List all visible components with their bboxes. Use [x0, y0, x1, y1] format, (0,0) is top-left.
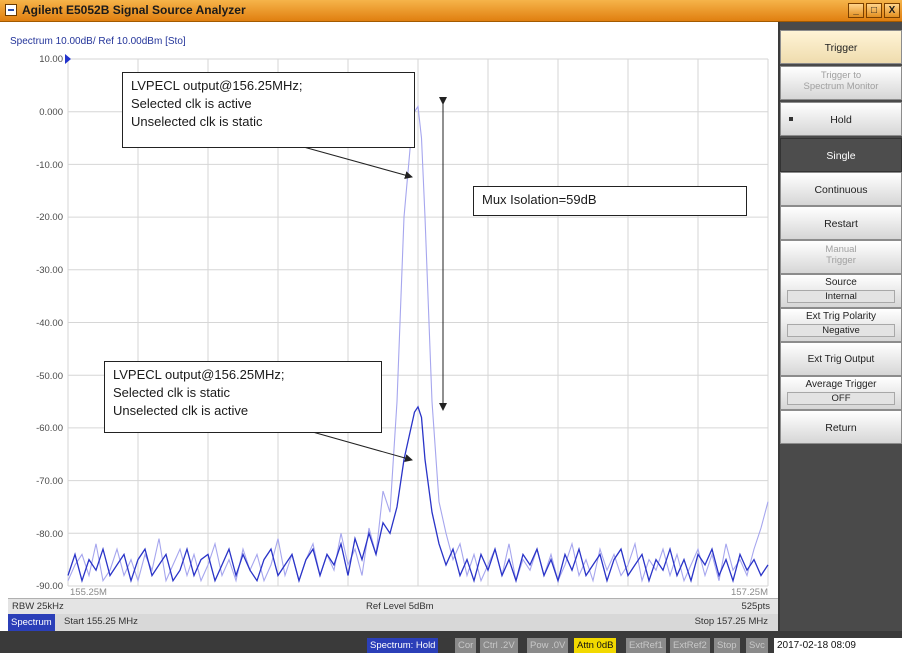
y-tick-label: -10.00 — [36, 160, 63, 171]
y-tick-label: -70.00 — [36, 476, 63, 487]
ext-trig-polarity-value: Negative — [787, 324, 895, 337]
hold-button-label: Hold — [830, 114, 852, 126]
manual-trigger-button[interactable]: Manual Trigger — [780, 240, 902, 274]
average-trigger-label: Average Trigger — [805, 379, 877, 390]
ref-level-readout[interactable]: Ref Level 5dBm — [366, 601, 434, 612]
callout-top-line: LVPECL output@156.25MHz; — [131, 78, 303, 93]
source-button[interactable]: Source Internal — [780, 274, 902, 308]
y-tick-label: -20.00 — [36, 212, 63, 223]
callout-top-line: Unselected clk is static — [131, 114, 263, 129]
attenuation-indicator: Attn 0dB — [574, 638, 617, 653]
extref1-indicator: ExtRef1 — [626, 638, 666, 653]
top-callout-arrow — [299, 145, 413, 179]
spectrum-trace-light — [67, 104, 769, 583]
plot-header: Spectrum 10.00dB/ Ref 10.00dBm [Sto] — [10, 36, 186, 47]
average-trigger-button[interactable]: Average Trigger OFF — [780, 376, 902, 410]
pow-voltage-indicator: Pow .0V — [527, 638, 569, 653]
app-icon — [5, 4, 17, 16]
x-start-label: 155.25M — [70, 587, 107, 598]
status-row-1: RBW 25kHz Ref Level 5dBm 525pts — [8, 598, 778, 615]
y-tick-label: -60.00 — [36, 423, 63, 434]
spectrum-trace-dark — [67, 405, 769, 583]
restart-button[interactable]: Restart — [780, 206, 902, 240]
y-tick-label: -90.00 — [36, 581, 63, 592]
window-titlebar: Agilent E5052B Signal Source Analyzer _ … — [0, 0, 902, 22]
source-value: Internal — [787, 290, 895, 303]
bottom-callout-arrow — [301, 428, 413, 462]
trigger-to-spectrum-monitor-button[interactable]: Trigger to Spectrum Monitor — [780, 66, 902, 100]
callout-bottom-line: Selected clk is static — [113, 385, 231, 400]
callout-top-line: Selected clk is active — [131, 96, 252, 111]
x-stop-label: 157.25M — [731, 587, 768, 598]
stop-freq-readout[interactable]: Stop 157.25 MHz — [694, 616, 768, 627]
plot-grid — [67, 58, 769, 587]
points-readout[interactable]: 525pts — [741, 601, 770, 612]
callout-isolation: Mux Isolation=59dB — [473, 186, 747, 216]
ctrl-voltage-indicator: Ctrl .2V — [480, 638, 518, 653]
button-label-line: Spectrum Monitor — [803, 81, 879, 92]
callout-bottom-line: LVPECL output@156.25MHz; — [113, 367, 285, 382]
ext-trig-polarity-label: Ext Trig Polarity — [805, 311, 877, 322]
callout-bottom-line: Unselected clk is active — [113, 403, 249, 418]
ref-level-marker-icon — [65, 54, 71, 64]
cor-indicator: Cor — [455, 638, 477, 653]
ext-trig-output-button[interactable]: Ext Trig Output — [780, 342, 902, 376]
source-label: Source — [825, 277, 857, 288]
y-tick-label: -30.00 — [36, 265, 63, 276]
maximize-button[interactable]: □ — [866, 3, 882, 18]
button-label-line: Trigger to — [820, 70, 862, 81]
datetime-display: 2017-02-18 08:09 — [774, 638, 902, 653]
ext-trig-polarity-button[interactable]: Ext Trig Polarity Negative — [780, 308, 902, 342]
close-button[interactable]: X — [884, 3, 900, 18]
button-label-line: Manual — [825, 244, 857, 255]
window-title: Agilent E5052B Signal Source Analyzer — [22, 3, 246, 17]
hold-button[interactable]: Hold — [780, 102, 902, 136]
spectrum-hold-indicator: Spectrum: Hold — [367, 638, 439, 653]
start-freq-readout[interactable]: Start 155.25 MHz — [64, 616, 138, 627]
single-button[interactable]: Single — [780, 138, 902, 172]
y-tick-label: -80.00 — [36, 529, 63, 540]
return-button[interactable]: Return — [780, 410, 902, 444]
callout-top: LVPECL output@156.25MHz; Selected clk is… — [122, 72, 415, 148]
trace-group — [67, 104, 769, 583]
measurement-mode-tag[interactable]: Spectrum — [8, 614, 55, 631]
status-row-2: Spectrum Start 155.25 MHz Stop 157.25 MH… — [8, 614, 778, 631]
continuous-button[interactable]: Continuous — [780, 172, 902, 206]
minimize-button[interactable]: _ — [848, 3, 864, 18]
y-tick-label: -40.00 — [36, 318, 63, 329]
selected-indicator-icon — [789, 117, 793, 121]
extref2-indicator: ExtRef2 — [670, 638, 710, 653]
softkey-menu: Trigger Trigger to Spectrum Monitor Hold… — [780, 22, 902, 631]
callout-bottom: LVPECL output@156.25MHz; Selected clk is… — [104, 361, 382, 433]
y-tick-label: 10.00 — [39, 54, 63, 65]
callout-isolation-text: Mux Isolation=59dB — [482, 192, 597, 207]
y-tick-label: 0.000 — [39, 107, 63, 118]
annotation-arrows — [299, 97, 447, 462]
stop-indicator: Stop — [714, 638, 740, 653]
svc-indicator: Svc — [746, 638, 768, 653]
menu-title-trigger[interactable]: Trigger — [780, 30, 902, 64]
bottom-status-bar: Spectrum: Hold Cor Ctrl .2V Pow .0V Attn… — [0, 631, 902, 653]
button-label-line: Trigger — [826, 255, 856, 266]
rbw-readout[interactable]: RBW 25kHz — [12, 601, 64, 612]
average-trigger-value: OFF — [787, 392, 895, 405]
y-tick-label: -50.00 — [36, 371, 63, 382]
